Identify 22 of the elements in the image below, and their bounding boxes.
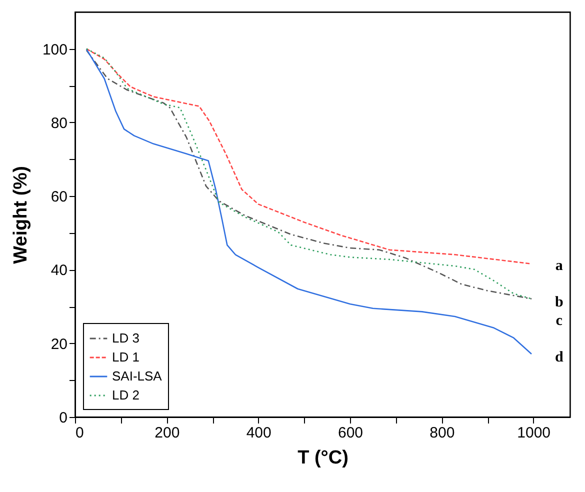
x-tick-label: 400 xyxy=(246,424,272,442)
annotation: d xyxy=(554,349,564,366)
y-tick-label: 80 xyxy=(50,114,68,132)
x-axis-title: T (°C) xyxy=(298,448,348,468)
x-tick-label: 0 xyxy=(76,424,84,442)
legend-label: LD 1 xyxy=(112,350,140,364)
x-tick-label: 800 xyxy=(430,424,455,442)
x-tick-label: 1000 xyxy=(517,424,551,442)
y-tick-label: 40 xyxy=(50,262,68,280)
annotation: a xyxy=(555,258,564,274)
x-tick-label: 200 xyxy=(154,424,180,442)
y-tick-label: 60 xyxy=(50,188,68,206)
legend-label: LD 2 xyxy=(112,388,140,402)
y-tick-label: 20 xyxy=(50,336,68,353)
legend-label: LD 3 xyxy=(112,330,140,346)
annotation: b xyxy=(554,294,564,311)
y-axis-title: Weight (%) xyxy=(10,166,32,264)
y-tick-label: 100 xyxy=(42,41,68,58)
legend-label: SAI-LSA xyxy=(112,368,162,384)
annotation: c xyxy=(556,312,563,329)
y-tick-label: 0 xyxy=(59,410,68,426)
x-tick-label: 600 xyxy=(338,424,364,442)
